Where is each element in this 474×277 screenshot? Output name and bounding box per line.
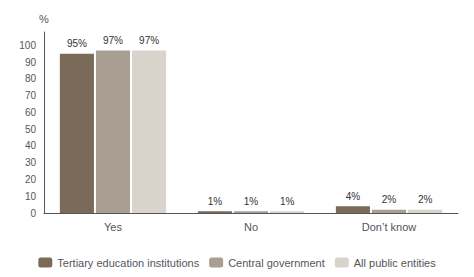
svg-text:4%: 4% (346, 191, 361, 202)
svg-text:Don’t know: Don’t know (362, 221, 416, 233)
svg-text:1%: 1% (244, 196, 259, 207)
svg-text:No: No (244, 221, 258, 233)
svg-text:%: % (39, 13, 49, 25)
svg-text:Central government: Central government (228, 257, 325, 269)
svg-text:30: 30 (25, 157, 37, 168)
svg-text:1%: 1% (280, 196, 295, 207)
svg-text:100: 100 (19, 40, 36, 51)
svg-text:50: 50 (25, 124, 37, 135)
svg-text:0: 0 (30, 208, 36, 219)
svg-text:Yes: Yes (104, 221, 122, 233)
svg-text:80: 80 (25, 73, 37, 84)
svg-text:2%: 2% (418, 194, 433, 205)
svg-text:10: 10 (25, 191, 37, 202)
svg-text:1%: 1% (208, 196, 223, 207)
svg-text:All public entities: All public entities (354, 257, 436, 269)
svg-text:70: 70 (25, 90, 37, 101)
svg-text:20: 20 (25, 174, 37, 185)
svg-text:97%: 97% (103, 35, 123, 46)
svg-text:2%: 2% (382, 194, 397, 205)
svg-text:Tertiary education institution: Tertiary education institutions (57, 257, 199, 269)
svg-text:40: 40 (25, 140, 37, 151)
svg-text:95%: 95% (67, 38, 87, 49)
svg-text:97%: 97% (139, 35, 159, 46)
svg-text:90: 90 (25, 57, 37, 68)
svg-text:60: 60 (25, 107, 37, 118)
